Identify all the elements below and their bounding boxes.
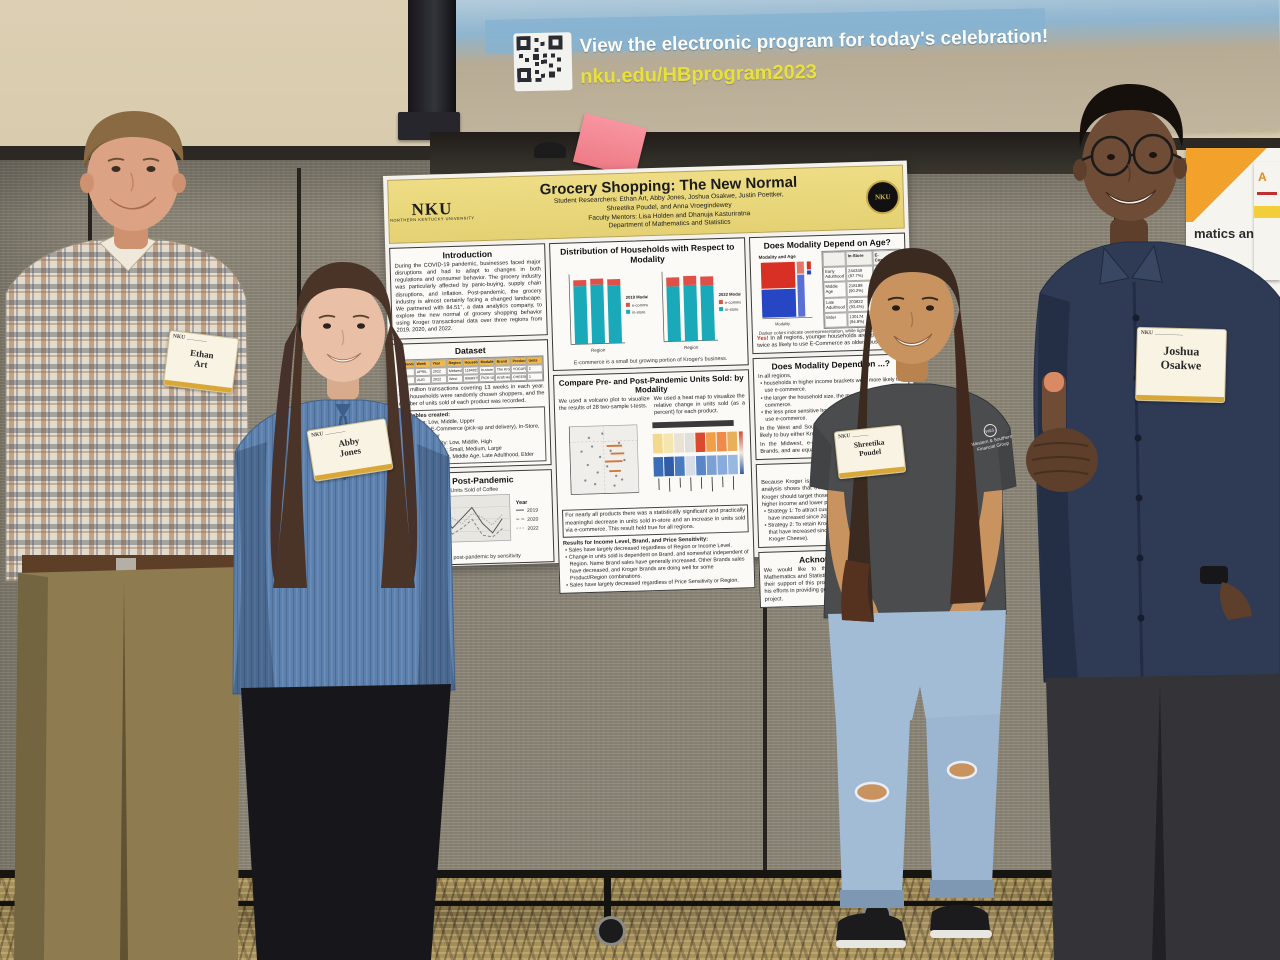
abby-hair <box>296 262 392 334</box>
tag-header: NKU ——————— <box>1140 329 1184 337</box>
ethan-pants <box>14 567 240 960</box>
volcano-plot <box>568 424 640 496</box>
flyer-red-line <box>1257 192 1277 195</box>
flyer-text: matics and <box>1194 226 1262 241</box>
name-tag-shreetika: NKU ———— Shreetika Poudel <box>833 424 907 480</box>
cell: 1 <box>526 371 544 381</box>
nku-badge: NKU <box>862 179 903 215</box>
svg-text:Region: Region <box>591 347 606 352</box>
shreetika-sneaker-left <box>836 913 906 946</box>
caster-wheel <box>596 916 626 946</box>
qr-code-icon <box>513 32 573 92</box>
abby-smile <box>326 352 362 363</box>
person-joshua <box>1026 84 1280 960</box>
ethan-hair <box>83 111 184 165</box>
cell: PICK-UP <box>478 373 496 382</box>
section-age: Does Modality Depend on Age? Modality an… <box>748 232 909 355</box>
screen-edge <box>408 0 456 120</box>
svg-text:Modality: Modality <box>775 321 790 326</box>
shreetika-sneaker-right <box>930 904 990 936</box>
projection-screen: View the electronic program for today's … <box>450 0 1280 147</box>
poster-title-block: Grocery Shopping: The New Normal Student… <box>474 172 863 235</box>
stacked-bar-chart-2019: Region 2019 Modality e-commerce in-store <box>568 274 649 353</box>
joshua-watch <box>1200 566 1228 584</box>
flyer-letter: A <box>1258 170 1267 184</box>
distribution-heading: Distribution of Households with Respect … <box>560 241 735 265</box>
joshua-thumbs-up <box>1026 372 1098 492</box>
abby-eyes <box>318 314 370 329</box>
mosaic-plot: Modality and Age Modality <box>759 254 813 326</box>
tag-gold-stripe <box>1136 394 1225 403</box>
svg-text:e-commerce: e-commerce <box>631 302 649 308</box>
jeans-rip-left <box>854 781 890 803</box>
banner-url: nku.edu/HBprogram2023 <box>580 61 818 88</box>
ethan-smile <box>109 196 157 210</box>
age-caption-lead: Yes! <box>756 335 769 342</box>
svg-text:2022: 2022 <box>527 526 539 532</box>
joshua-hand-pocket <box>1220 582 1252 620</box>
person-abby <box>232 262 456 960</box>
svg-text:e-commerce: e-commerce <box>724 299 742 305</box>
joshua-collar <box>1099 244 1163 285</box>
svg-text:Year: Year <box>516 500 529 506</box>
poster-header: NKU NORTHERN KENTUCKY UNIVERSITY Grocery… <box>387 164 905 244</box>
svg-text:2020: 2020 <box>527 517 539 523</box>
name-tag-joshua: NKU ——————— Joshua Osakwe <box>1135 326 1227 404</box>
joshua-glasses <box>1081 133 1182 177</box>
joshua-eyes <box>1107 152 1157 160</box>
volcano-note: We used a volcano plot to visualize the … <box>558 396 650 413</box>
svg-text:2019: 2019 <box>527 508 539 514</box>
svg-text:Modality and Age: Modality and Age <box>759 254 797 260</box>
cell: Kraft Heinz Co. <box>494 372 512 382</box>
heat-map <box>652 420 745 493</box>
cell: CHEESE <box>510 372 528 381</box>
board-base-bar <box>0 901 1280 906</box>
shreetika-jeans <box>828 610 1006 722</box>
joshua-pants <box>1046 674 1280 960</box>
person-ethan <box>5 111 251 960</box>
result-box: For nearly all products there was a stat… <box>561 504 749 538</box>
ethan-shirt <box>5 238 251 582</box>
svg-text:Region: Region <box>684 345 699 350</box>
shreetika-eyes <box>887 296 939 311</box>
abby-neck-bow <box>335 404 351 418</box>
tag-last-name: Osakwe <box>1160 357 1202 373</box>
svg-text:in-store: in-store <box>632 309 646 314</box>
section-distribution: Distribution of Households with Respect … <box>549 237 749 372</box>
stacked-bar-chart-2022: Region 2022 Modality e-commerce in-store <box>661 271 742 350</box>
joshua-hair <box>1079 84 1183 148</box>
shreetika-smile <box>893 333 933 347</box>
shreetika-hair <box>867 248 961 314</box>
nku-name: NORTHERN KENTUCKY UNIVERSITY <box>389 214 475 223</box>
svg-text:2019 Modality: 2019 Modality <box>625 294 649 300</box>
svg-text:in-store: in-store <box>725 307 739 312</box>
nku-logo: NKU NORTHERN KENTUCKY UNIVERSITY <box>389 198 476 223</box>
joshua-smile <box>1105 189 1157 205</box>
nku-badge-text: NKU <box>865 179 901 215</box>
section-compare: Compare Pre- and Post-Pandemic Units Sol… <box>552 369 756 595</box>
ethan-eyes <box>107 157 160 172</box>
flyer-yellow-band <box>1254 206 1280 218</box>
jeans-rip-right <box>946 760 978 780</box>
binder-clip <box>534 142 566 158</box>
heatmap-note: We used a heat map to visualize the rela… <box>653 393 745 417</box>
svg-text:2022 Modality: 2022 Modality <box>718 291 742 297</box>
flyer-partial: A <box>1254 162 1280 280</box>
abby-pants <box>241 684 451 960</box>
stand-post <box>604 878 611 918</box>
